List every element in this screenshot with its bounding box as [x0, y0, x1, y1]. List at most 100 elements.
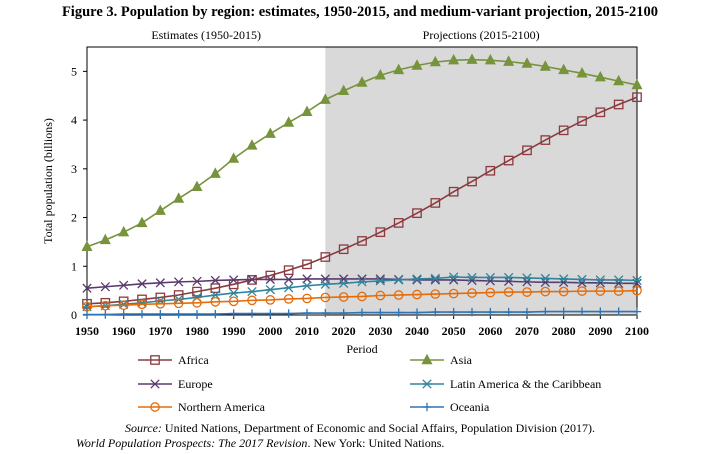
x-tick-label: 2080 — [552, 324, 576, 338]
legend-item-asia: Asia — [410, 352, 472, 368]
data-point-northern-america — [118, 300, 129, 311]
series-line-africa — [86, 96, 638, 305]
data-point-northern-america — [228, 296, 239, 307]
x-axis-label: Period — [346, 342, 377, 356]
legend-item-europe: Europe — [138, 376, 213, 392]
data-point-northern-america — [192, 297, 202, 308]
data-point-asia — [503, 55, 515, 66]
data-point-oceania — [174, 309, 183, 319]
y-tick-label: 4 — [71, 113, 77, 127]
legend-item-latin-america: Latin America & the Caribbean — [410, 376, 601, 392]
legend-marker-africa — [150, 355, 160, 365]
legend-swatch-oceania — [410, 402, 444, 412]
x-tick-label: 2020 — [332, 324, 356, 338]
data-point-africa — [430, 198, 441, 208]
data-point-latin-america-the-caribbean — [577, 274, 587, 285]
data-point-latin-america-the-caribbean — [210, 290, 220, 300]
x-tick-label: 2060 — [478, 324, 502, 338]
y-tick-label: 2 — [71, 211, 77, 225]
data-point-europe — [119, 280, 129, 290]
data-point-africa — [338, 244, 349, 255]
data-point-latin-america-the-caribbean — [247, 286, 257, 297]
x-tick-label: 2000 — [258, 324, 282, 338]
data-point-africa — [100, 297, 111, 308]
data-point-northern-america — [100, 300, 111, 311]
data-point-asia — [136, 216, 148, 228]
y-tick-label: 1 — [71, 259, 77, 273]
data-point-africa — [522, 145, 532, 156]
data-point-latin-america-the-caribbean — [375, 276, 385, 286]
data-point-asia — [484, 53, 496, 65]
x-tick-label: 2010 — [295, 324, 319, 338]
data-point-europe — [302, 274, 312, 284]
data-point-northern-america — [173, 298, 184, 309]
data-point-latin-america-the-caribbean — [449, 272, 459, 282]
data-point-northern-america — [155, 298, 166, 309]
source-label: Source: — [125, 421, 162, 435]
legend-swatch-latin-america — [410, 379, 444, 389]
projection-shading — [325, 47, 637, 315]
legend-marker-europe — [150, 379, 160, 389]
x-tick-label: 2070 — [515, 324, 539, 338]
series-line-northern-america — [86, 289, 638, 308]
data-point-asia — [301, 105, 313, 117]
data-point-oceania — [596, 307, 605, 316]
data-point-oceania — [339, 308, 348, 318]
legend-item-africa: Africa — [138, 352, 209, 368]
data-point-oceania — [156, 309, 165, 319]
data-point-latin-america-the-caribbean — [632, 275, 642, 286]
series-africa — [82, 92, 642, 309]
x-tick-label: 1970 — [148, 324, 172, 338]
data-point-oceania — [101, 310, 110, 319]
data-point-africa — [558, 125, 569, 136]
data-point-africa — [302, 259, 312, 270]
data-point-northern-america — [265, 295, 276, 305]
data-point-europe — [284, 274, 294, 285]
data-point-asia — [576, 67, 588, 78]
data-point-northern-america — [375, 290, 386, 301]
data-point-africa — [577, 116, 587, 126]
data-point-northern-america — [485, 287, 496, 298]
data-point-asia — [521, 57, 533, 68]
data-point-latin-america-the-caribbean — [430, 273, 440, 284]
y-axis-label: Total population (billions) — [41, 118, 55, 244]
legend-label-latin-america: Latin America & the Caribbean — [450, 376, 602, 391]
data-point-africa — [82, 298, 92, 309]
data-point-northern-america — [412, 289, 422, 300]
data-point-asia — [631, 78, 643, 90]
data-point-europe — [540, 277, 550, 288]
y-tick-label: 3 — [71, 162, 77, 176]
data-point-oceania — [192, 309, 202, 319]
data-point-europe — [137, 279, 147, 289]
legend-item-northern-america: Northern America — [138, 399, 265, 415]
data-point-oceania — [357, 308, 367, 317]
data-point-europe — [412, 275, 422, 285]
data-point-europe — [265, 274, 275, 285]
period-annotation-0: Estimates (1950-2015) — [151, 28, 261, 42]
data-point-latin-america-the-caribbean — [522, 273, 532, 283]
data-point-latin-america-the-caribbean — [137, 298, 147, 308]
data-point-latin-america-the-caribbean — [339, 278, 349, 288]
data-point-oceania — [632, 307, 642, 316]
data-point-europe — [339, 274, 349, 284]
data-point-oceania — [559, 307, 568, 316]
data-point-europe — [174, 277, 184, 287]
data-point-oceania — [577, 307, 587, 316]
x-tick-label: 1990 — [222, 324, 246, 338]
data-point-africa — [467, 176, 477, 187]
chart-title: Figure 3. Population by region: estimate… — [61, 4, 659, 20]
data-point-northern-america — [540, 286, 551, 297]
x-tick-label: 1960 — [112, 324, 136, 338]
data-point-latin-america-the-caribbean — [614, 275, 624, 285]
data-point-oceania — [522, 307, 532, 317]
data-point-europe — [100, 282, 110, 292]
data-point-asia — [173, 192, 185, 203]
data-point-oceania — [137, 309, 147, 319]
data-point-oceania — [82, 310, 92, 319]
data-point-northern-america — [577, 286, 587, 296]
data-point-europe — [504, 276, 514, 287]
data-point-northern-america — [247, 295, 257, 306]
data-point-oceania — [376, 308, 385, 317]
data-point-latin-america-the-caribbean — [265, 285, 275, 295]
data-point-northern-america — [503, 287, 514, 297]
